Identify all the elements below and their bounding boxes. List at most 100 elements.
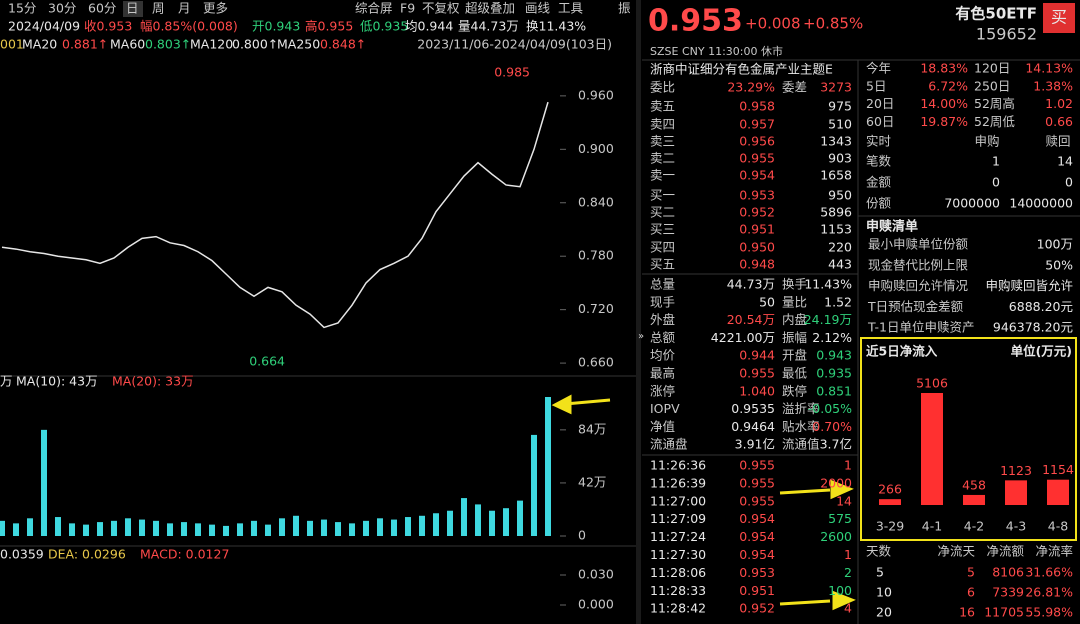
- table-cell: 7339: [992, 585, 1024, 600]
- label: 净值: [650, 419, 675, 434]
- tool-button[interactable]: 振: [618, 1, 631, 16]
- period-tab[interactable]: 月: [178, 1, 191, 16]
- trade-price: 0.955: [739, 475, 775, 490]
- volume-bar: [111, 520, 117, 536]
- table-cell: 5: [876, 565, 884, 580]
- volume-bar: [55, 517, 61, 536]
- trade-price: 0.952: [739, 601, 775, 616]
- trade-volume: 14: [836, 493, 852, 508]
- volume-bar: [153, 520, 159, 536]
- y-tick-label: 0: [578, 528, 586, 543]
- value: 14.00%: [920, 96, 968, 111]
- tool-button[interactable]: 画线: [525, 1, 551, 16]
- value: 11.43%: [804, 277, 852, 292]
- bar: [1047, 479, 1069, 505]
- volume-bar: [405, 517, 411, 536]
- value: 0.66: [1045, 114, 1073, 129]
- volume: 443: [828, 257, 852, 272]
- trade-volume: 2000: [820, 475, 852, 490]
- period-tab[interactable]: 60分: [88, 1, 116, 16]
- trade-volume: 100: [828, 583, 852, 598]
- bar-value: 266: [878, 482, 902, 497]
- trade-price: 0.954: [739, 511, 775, 526]
- highlight-box: [860, 337, 1077, 541]
- change-pct: +0.85%: [803, 15, 863, 33]
- value: 18.83%: [920, 61, 968, 76]
- price: 0.953: [739, 188, 775, 203]
- value: 7000000: [944, 196, 1000, 211]
- label: 买四: [650, 240, 675, 255]
- label: T-1日单位申赎资产: [867, 320, 974, 335]
- high-annotation: 0.985: [494, 65, 530, 80]
- ma-item: 0.848↑: [320, 37, 366, 52]
- label: 现手: [650, 294, 675, 309]
- value: 0.9535: [731, 401, 775, 416]
- y-tick-label: 0.720: [578, 301, 614, 316]
- trade-volume: 575: [828, 511, 852, 526]
- volume-bar: [69, 523, 75, 536]
- tool-button[interactable]: 不复权: [422, 1, 460, 16]
- period-tab[interactable]: 周: [152, 1, 165, 16]
- volume-bar: [391, 519, 397, 536]
- label: 卖五: [650, 99, 675, 114]
- period-tab[interactable]: 15分: [8, 1, 36, 16]
- volume-legend: MA(10): 43万: [16, 374, 98, 389]
- price-line: [1, 101, 549, 329]
- x-tick-label: 4-1: [922, 519, 942, 534]
- label: 250日: [974, 78, 1010, 93]
- low-annotation: 0.664: [249, 354, 285, 369]
- volume-bar: [0, 520, 5, 536]
- quote-item: 2024/04/09: [8, 19, 80, 34]
- quote-item: 低0.935: [360, 19, 408, 34]
- ma-item: 0.800↑: [232, 37, 278, 52]
- label: 溢折率: [782, 401, 820, 416]
- label: 最小申赎单位份额: [868, 237, 969, 252]
- label: 52周低: [974, 114, 1015, 129]
- y-tick-label: 0.030: [578, 567, 614, 582]
- label: 买二: [650, 205, 675, 220]
- splitter[interactable]: [636, 0, 641, 624]
- volume-bar: [125, 518, 131, 536]
- label: 外盘: [650, 312, 675, 327]
- label: 换手: [782, 277, 807, 292]
- period-tab[interactable]: 日: [126, 1, 139, 16]
- date-range: 2023/11/06-2024/04/09(103日): [417, 37, 612, 52]
- quote-item: 量44.73万: [458, 19, 519, 34]
- label: 流通值: [782, 437, 820, 452]
- trade-time: 11:28:42: [650, 601, 706, 616]
- trade-time: 11:28:33: [650, 583, 706, 598]
- y-tick-label: 0.960: [578, 87, 614, 102]
- buy-label[interactable]: 买: [1051, 8, 1067, 27]
- volume-bar: [349, 523, 355, 536]
- period-tab[interactable]: 30分: [48, 1, 76, 16]
- table-header: 天数: [866, 544, 892, 559]
- value: 0.955: [739, 366, 775, 381]
- tool-button[interactable]: 超级叠加: [465, 1, 515, 16]
- label: 52周高: [974, 96, 1015, 111]
- ma-item: 0.803↑: [145, 37, 191, 52]
- tool-button[interactable]: 综合屏: [355, 1, 393, 16]
- label: 跌停: [782, 383, 807, 398]
- table-cell: 10: [876, 585, 892, 600]
- value: 4221.00万: [711, 330, 775, 345]
- ma-item: MA60: [110, 37, 145, 52]
- period-tab[interactable]: 更多: [203, 1, 228, 16]
- volume-bar: [265, 524, 271, 536]
- tool-button[interactable]: F9: [400, 1, 415, 16]
- volume-bar: [321, 519, 327, 536]
- label: 总量: [650, 277, 675, 292]
- label: 涨停: [650, 383, 675, 398]
- tool-button[interactable]: 工具: [558, 1, 584, 16]
- volume: 5896: [820, 205, 852, 220]
- volume-bar: [181, 522, 187, 536]
- label: 买五: [650, 257, 675, 272]
- volume-bar: [545, 397, 551, 536]
- value: 50%: [1045, 257, 1073, 272]
- label: 买一: [650, 188, 675, 203]
- label: 金额: [866, 175, 892, 190]
- ma-item: 0.881↑: [62, 37, 108, 52]
- label: 笔数: [866, 154, 892, 169]
- buy-button[interactable]: [1043, 3, 1075, 33]
- value: 19.87%: [920, 114, 968, 129]
- label: 贴水率: [782, 419, 820, 434]
